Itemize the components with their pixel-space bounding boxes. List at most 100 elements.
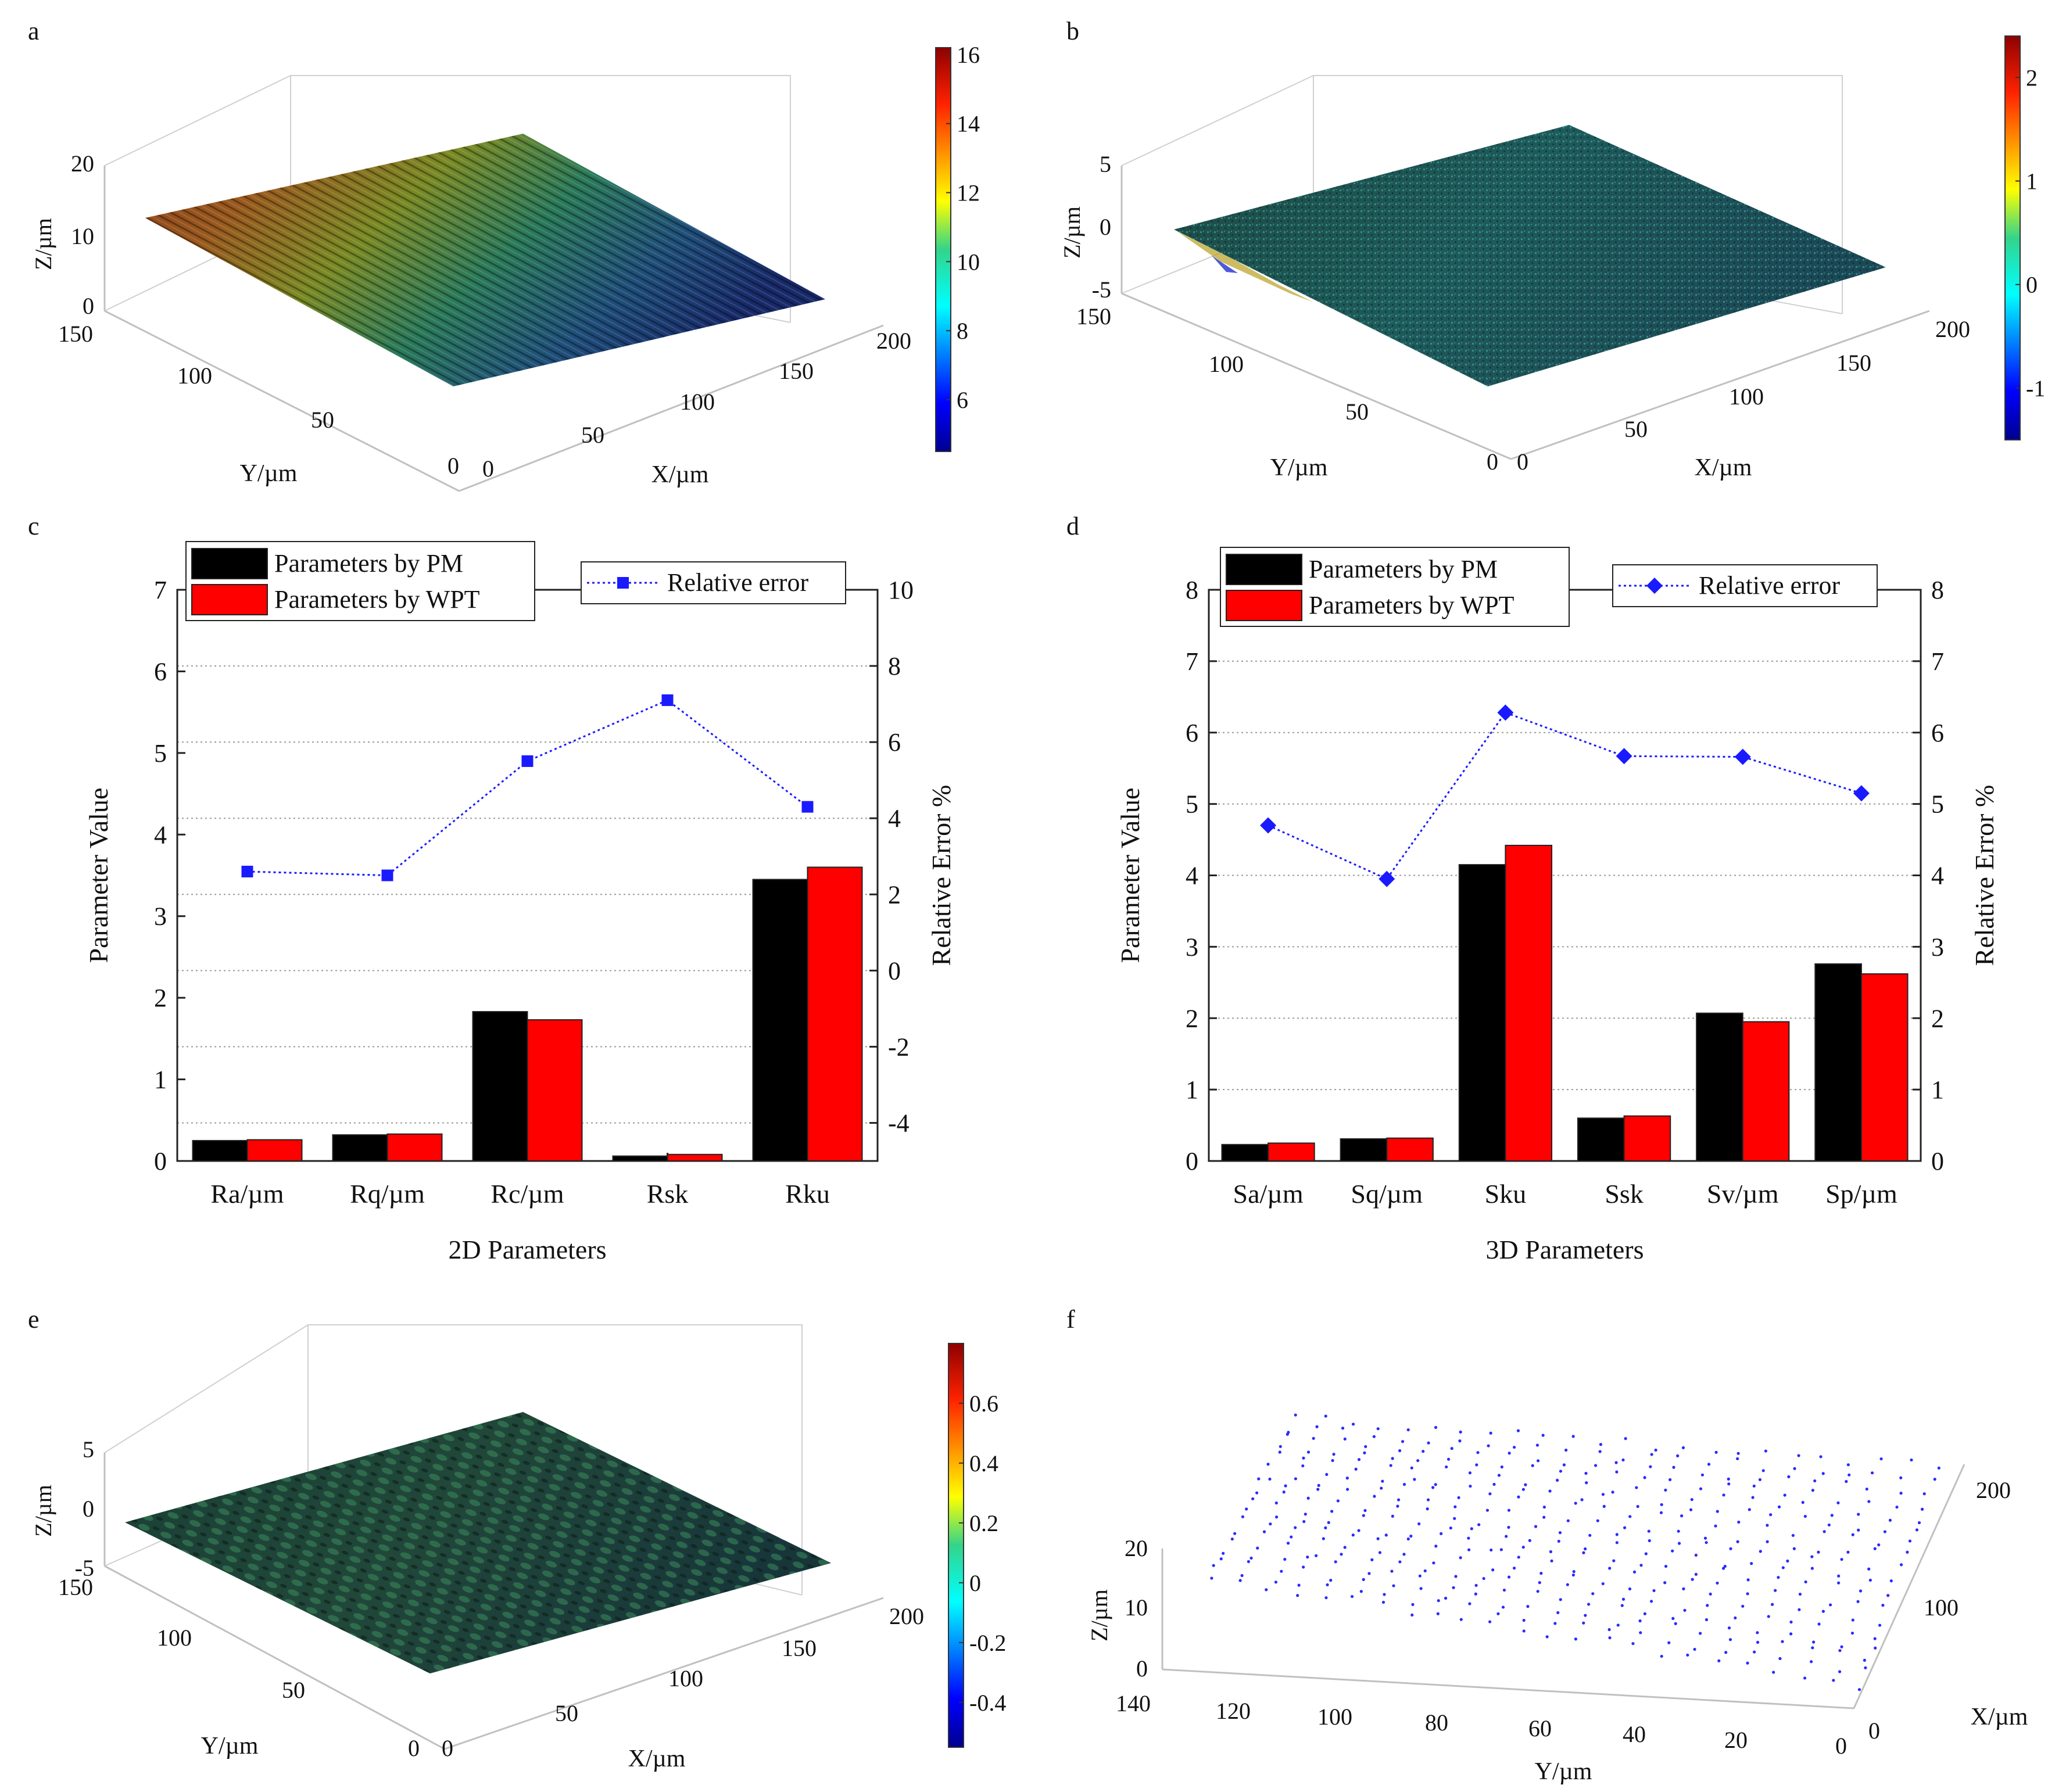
scatter-point <box>1922 1492 1926 1496</box>
scatter-point <box>1312 1436 1315 1440</box>
panel-letter-d-text: d <box>1066 512 1079 540</box>
y2-tick-label: -2 <box>888 1033 910 1061</box>
scatter-point <box>1437 1599 1440 1603</box>
scatter-point <box>1521 1488 1525 1491</box>
scatter-point <box>1580 1498 1584 1501</box>
y2-tick-label: 8 <box>888 652 901 680</box>
scatter-point <box>1889 1579 1893 1583</box>
scatter-point <box>1766 1524 1769 1527</box>
y-tick: 150 <box>1076 303 1111 329</box>
y-tick-label: 1 <box>1186 1076 1198 1104</box>
scatter-point <box>1728 1638 1732 1642</box>
z-tick: 20 <box>1125 1535 1148 1561</box>
scatter-point <box>1764 1449 1767 1453</box>
scatter-point <box>1392 1584 1395 1587</box>
scatter-point <box>1317 1483 1320 1487</box>
y-tick-label: 1 <box>154 1066 167 1094</box>
bar-pm <box>752 879 808 1162</box>
scatter-point <box>1485 1508 1490 1512</box>
z-tick: 0 <box>83 293 94 319</box>
relative-error-line <box>247 699 808 877</box>
scatter-point <box>1419 1587 1423 1590</box>
scatter-point <box>1694 1572 1698 1576</box>
scatter-point <box>1274 1515 1279 1519</box>
scatter-point <box>1247 1560 1250 1564</box>
scatter-point <box>1474 1583 1478 1587</box>
scatter-point <box>1722 1493 1725 1497</box>
y2-tick-label: 4 <box>1931 862 1944 890</box>
scatter-point <box>1516 1429 1520 1432</box>
x-tick-label: Sa/µm <box>1233 1179 1304 1209</box>
scatter-point <box>1373 1494 1376 1498</box>
x-tick: 100 <box>1729 384 1764 410</box>
x-tick: 200 <box>889 1603 924 1629</box>
y-tick: 140 <box>1116 1690 1151 1716</box>
scatter-point <box>1867 1567 1871 1571</box>
legend-label: Relative error <box>1699 571 1840 600</box>
scatter-point <box>1804 1580 1807 1584</box>
scatter-point <box>1915 1528 1919 1532</box>
x-tick-label: Rc/µm <box>490 1179 564 1209</box>
x-tick-label: Rq/µm <box>350 1179 425 1209</box>
scatter-point <box>1615 1470 1619 1474</box>
scatter-point <box>1639 1564 1643 1567</box>
colorbar-a-ticks: 16 14 12 10 8 6 <box>946 42 980 413</box>
relative-error-point <box>1260 817 1277 834</box>
y-axis-label: Y/µm <box>1535 1758 1592 1785</box>
scatter-point <box>1584 1471 1588 1475</box>
scatter-point <box>1838 1670 1842 1673</box>
scatter-point <box>1453 1517 1456 1520</box>
scatter-point <box>1596 1519 1599 1522</box>
scatter-point <box>1416 1459 1420 1463</box>
panel-b-axes <box>1120 166 1930 460</box>
scatter-point <box>1324 1526 1327 1530</box>
scatter-point <box>1736 1451 1740 1455</box>
scatter-point <box>1364 1445 1367 1449</box>
scatter-point <box>1886 1594 1890 1597</box>
scatter-point <box>1620 1604 1624 1607</box>
x-axis-title: 2D Parameters <box>448 1235 606 1264</box>
scatter-point <box>1628 1515 1632 1518</box>
scatter-point <box>1572 1570 1576 1574</box>
scatter-point <box>1422 1450 1425 1453</box>
scatter-point <box>1811 1489 1814 1492</box>
scatter-point <box>1542 1506 1546 1509</box>
scatter-point <box>1286 1542 1290 1545</box>
bar-wpt <box>386 1133 443 1162</box>
scatter-point <box>1294 1526 1297 1529</box>
scatter-point <box>1628 1587 1632 1591</box>
scatter-point <box>1459 1618 1463 1621</box>
scatter-point <box>1500 1465 1503 1469</box>
panel-letter-a: a <box>28 17 40 45</box>
scatter-point <box>1505 1535 1508 1538</box>
scatter-point <box>1774 1589 1777 1592</box>
legend-label: Parameters by PM <box>1309 555 1498 583</box>
colorbar-tick-label: 0.4 <box>969 1450 998 1476</box>
x-axis-label: X/µm <box>1695 454 1752 481</box>
scatter-point <box>1895 1506 1899 1509</box>
scatter-point <box>1677 1542 1681 1545</box>
relative-error-point <box>1616 748 1632 765</box>
scatter-point <box>1821 1472 1825 1475</box>
scatter-point <box>1801 1501 1804 1504</box>
scatter-point <box>1705 1541 1708 1544</box>
scatter-point <box>1699 1632 1702 1635</box>
scatter-point <box>1322 1537 1325 1540</box>
scatter-point <box>1737 1520 1741 1524</box>
panel-letter-f: f <box>1066 1305 1075 1334</box>
y-tick-label: 2 <box>154 984 167 1012</box>
y2-tick-label: 8 <box>1931 576 1944 604</box>
x-tick-label: Rsk <box>647 1179 689 1209</box>
scatter-point <box>1517 1556 1520 1559</box>
scatter-point <box>1397 1498 1401 1501</box>
scatter-point <box>1727 1482 1731 1486</box>
scatter-point <box>1714 1450 1718 1454</box>
scatter-point <box>1434 1483 1437 1486</box>
scatter-point <box>1638 1619 1642 1623</box>
scatter-point <box>1868 1578 1872 1582</box>
scatter-point <box>1488 1620 1492 1623</box>
x-tick-label: Sp/µm <box>1825 1179 1897 1209</box>
scatter-point <box>1426 1507 1429 1511</box>
scatter-point <box>1616 1623 1620 1627</box>
y-tick: 150 <box>58 321 93 347</box>
